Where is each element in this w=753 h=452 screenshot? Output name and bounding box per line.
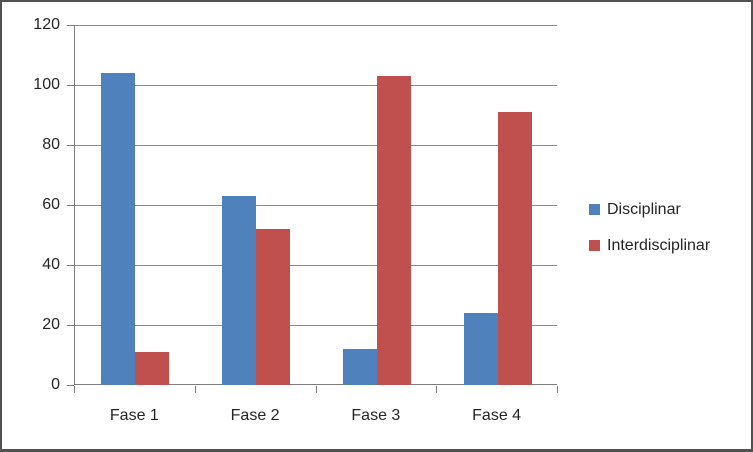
y-tick-60 bbox=[67, 205, 74, 206]
gridline-120 bbox=[75, 25, 557, 26]
x-category-label-fase-4: Fase 4 bbox=[472, 407, 522, 424]
legend-swatch-disciplinar bbox=[589, 204, 600, 215]
bar-disciplinar-fase-1 bbox=[101, 73, 136, 385]
legend-item-interdisciplinar: Interdisciplinar bbox=[589, 237, 710, 254]
bar-interdisciplinar-fase-1 bbox=[135, 352, 170, 385]
legend: Disciplinar Interdisciplinar bbox=[589, 201, 710, 254]
y-tick-100 bbox=[67, 85, 74, 86]
bar-disciplinar-fase-2 bbox=[222, 196, 257, 385]
bar-disciplinar-fase-4 bbox=[463, 313, 498, 385]
y-tick-label-120: 120 bbox=[33, 16, 60, 33]
x-category-label-fase-1: Fase 1 bbox=[109, 407, 159, 424]
legend-item-disciplinar: Disciplinar bbox=[589, 201, 710, 218]
x-tick-2 bbox=[315, 386, 317, 393]
y-tick-80 bbox=[67, 145, 74, 146]
x-tick-1 bbox=[194, 386, 196, 393]
bar-disciplinar-fase-3 bbox=[342, 349, 377, 385]
y-tick-0 bbox=[67, 385, 74, 386]
legend-label-disciplinar: Disciplinar bbox=[607, 201, 681, 218]
x-tick-4 bbox=[557, 386, 558, 393]
y-tick-label-20: 20 bbox=[42, 316, 60, 333]
y-tick-label-0: 0 bbox=[51, 376, 60, 393]
gridline-80 bbox=[75, 145, 557, 146]
gridline-40 bbox=[75, 265, 557, 266]
gridline-60 bbox=[75, 205, 557, 206]
bar-interdisciplinar-fase-2 bbox=[256, 229, 291, 385]
y-tick-120 bbox=[67, 25, 74, 26]
x-category-label-fase-3: Fase 3 bbox=[351, 407, 401, 424]
bar-interdisciplinar-fase-4 bbox=[497, 112, 532, 385]
x-tick-3 bbox=[436, 386, 438, 393]
plot-area bbox=[74, 25, 557, 385]
legend-swatch-interdisciplinar bbox=[589, 240, 600, 251]
y-tick-40 bbox=[67, 265, 74, 266]
y-tick-label-100: 100 bbox=[33, 76, 60, 93]
x-tick-0 bbox=[74, 386, 75, 393]
legend-label-interdisciplinar: Interdisciplinar bbox=[607, 237, 711, 254]
y-tick-label-60: 60 bbox=[42, 196, 60, 213]
y-tick-20 bbox=[67, 325, 74, 326]
x-category-label-fase-2: Fase 2 bbox=[230, 407, 280, 424]
bar-interdisciplinar-fase-3 bbox=[376, 76, 411, 385]
y-tick-label-40: 40 bbox=[42, 256, 60, 273]
y-tick-label-80: 80 bbox=[42, 136, 60, 153]
gridline-20 bbox=[75, 325, 557, 326]
gridline-100 bbox=[75, 85, 557, 86]
